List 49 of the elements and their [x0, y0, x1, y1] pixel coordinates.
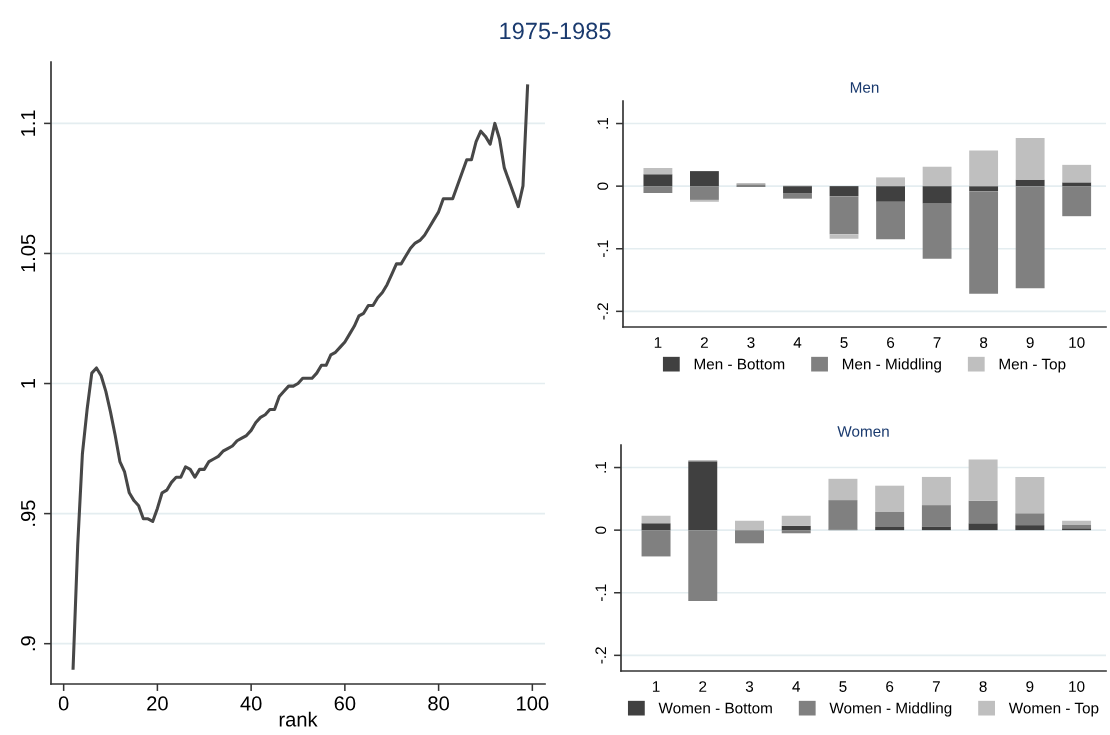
- x-tick-label: 7: [932, 681, 940, 692]
- x-axis-title: rank: [279, 711, 318, 727]
- y-tick-label: .1: [597, 117, 609, 129]
- x-tick-label: 2: [699, 681, 707, 692]
- x-tick-label: 3: [747, 337, 755, 348]
- x-tick-label: 20: [147, 696, 168, 711]
- x-tick-label: 1: [654, 337, 662, 348]
- y-tick-label: 1.05: [20, 234, 36, 272]
- x-tick-label: 40: [240, 696, 262, 711]
- x-tick-label: 4: [792, 681, 801, 692]
- x-tick-label: 7: [933, 337, 941, 348]
- x-tick-label: 6: [887, 337, 895, 348]
- legend-label: Women - Top: [1008, 702, 1099, 717]
- y-tick-label: -.1: [595, 584, 607, 601]
- y-tick-label: -.1: [597, 240, 609, 257]
- x-tick-label: 80: [428, 696, 450, 711]
- x-tick-label: 3: [745, 681, 754, 692]
- x-tick-label: 8: [979, 681, 987, 692]
- x-tick-label: 9: [1026, 681, 1034, 692]
- y-tick-label: .9: [20, 636, 36, 651]
- x-tick-label: 5: [840, 337, 848, 348]
- x-tick-label: 10: [1069, 337, 1085, 348]
- x-tick-label: 1: [652, 681, 660, 692]
- x-tick-label: 10: [1069, 681, 1085, 692]
- legend-label: Men - Top: [999, 358, 1066, 373]
- chart-title: Women: [837, 426, 889, 437]
- legend-label: Men - Middling: [842, 358, 941, 373]
- x-tick-label: 2: [700, 337, 708, 348]
- x-tick-label: 9: [1026, 337, 1034, 348]
- y-tick-label: -.2: [595, 647, 607, 664]
- y-tick-label: 1.1: [21, 110, 36, 136]
- x-tick-label: 5: [839, 681, 847, 692]
- y-tick-label: -.2: [597, 303, 609, 320]
- legend-label: Women - Middling: [829, 702, 952, 717]
- y-tick-label: 1: [21, 378, 36, 388]
- y-tick-label: 0: [597, 182, 609, 190]
- x-tick-label: 100: [517, 696, 549, 711]
- legend-label: Women - Bottom: [658, 702, 772, 714]
- x-tick-label: 0: [58, 696, 69, 711]
- y-tick-label: 0: [595, 526, 607, 534]
- legend-label: Men - Bottom: [694, 358, 785, 370]
- y-tick-label: .1: [595, 461, 607, 473]
- x-tick-label: 6: [886, 681, 894, 692]
- x-tick-label: 4: [793, 337, 802, 348]
- x-tick-label: 8: [980, 337, 988, 348]
- chart-title: 1975-1985: [500, 22, 611, 40]
- chart-title: Men: [850, 82, 879, 93]
- y-tick-label: .95: [20, 500, 36, 526]
- x-tick-label: 60: [334, 696, 356, 711]
